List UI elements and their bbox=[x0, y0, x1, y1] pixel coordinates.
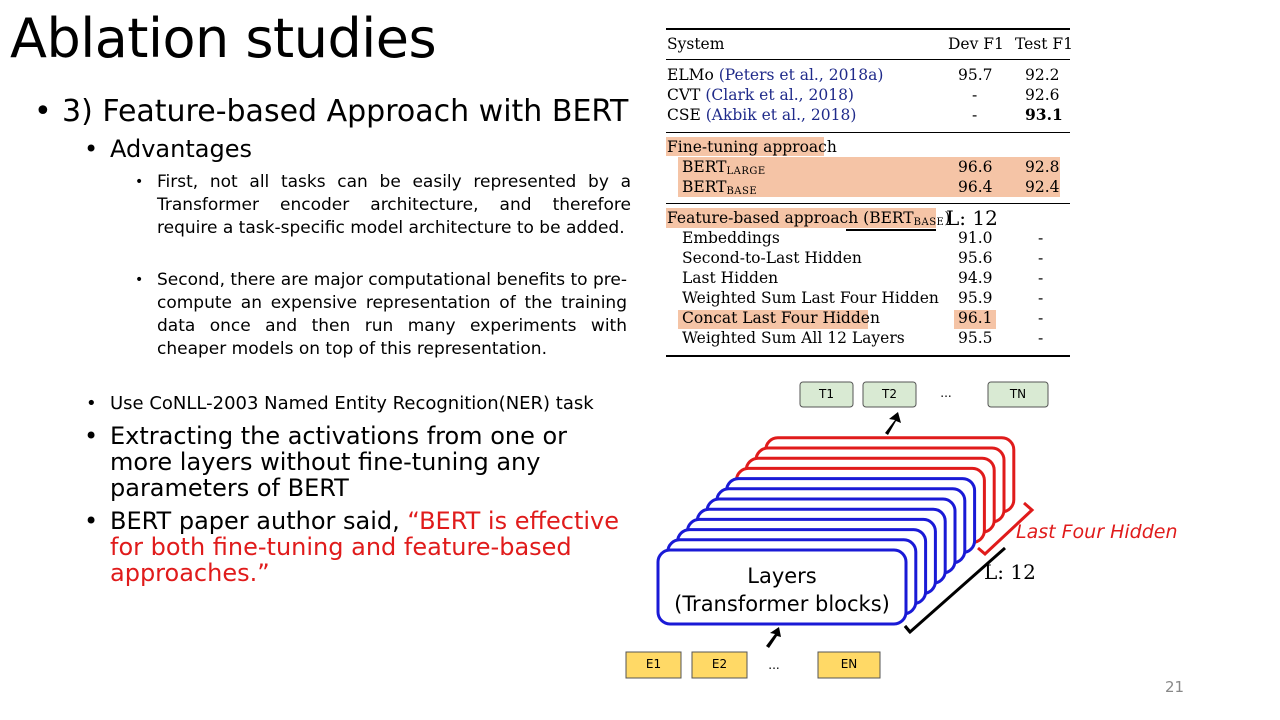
output-token-tn-label: TN bbox=[1009, 387, 1027, 401]
table-cell-test: - bbox=[1038, 329, 1044, 347]
layer-10 bbox=[744, 456, 996, 534]
table-cell-dev: 96.1 bbox=[958, 309, 993, 327]
table-header-rule bbox=[666, 59, 1070, 60]
table-cell-dev: 95.7 bbox=[958, 66, 993, 84]
table-cell-test: - bbox=[1038, 269, 1044, 287]
table-cell-dev: 94.9 bbox=[958, 269, 993, 287]
table-row: Concat Last Four Hidden bbox=[682, 309, 880, 327]
table-cell-dev: - bbox=[972, 86, 978, 104]
layers-label: Layers (Transformer blocks) bbox=[674, 564, 890, 616]
header-test: Test F1 bbox=[1015, 35, 1074, 53]
layer-11 bbox=[754, 446, 1006, 524]
feature-underline bbox=[846, 229, 936, 231]
table-row: Weighted Sum Last Four Hidden bbox=[682, 289, 939, 307]
header-system: System bbox=[667, 35, 725, 53]
input-token-e1-label: E1 bbox=[645, 657, 662, 671]
table-cell-test: 92.8 bbox=[1025, 158, 1060, 176]
layer-8 bbox=[725, 477, 977, 555]
table-cell-dev: 95.9 bbox=[958, 289, 993, 307]
input-arrow bbox=[766, 627, 781, 648]
table-cell-test: - bbox=[1038, 229, 1044, 247]
table-row: Weighted Sum All 12 Layers bbox=[682, 329, 905, 347]
highlight-concat bbox=[678, 310, 868, 329]
last-four-label: Last Four Hidden bbox=[1016, 521, 1178, 543]
bert-large-label: BERTLARGE bbox=[682, 158, 766, 177]
input-token-e2-label: E2 bbox=[711, 657, 728, 671]
highlight-finetune bbox=[666, 137, 824, 156]
bullet-conll: • Use CoNLL-2003 Named Entity Recognition… bbox=[86, 393, 594, 414]
highlight-concat-value bbox=[954, 310, 996, 329]
bullet-author: • BERT paper author said, “BERT is effect… bbox=[84, 507, 620, 587]
table-row: Embeddings bbox=[682, 229, 780, 247]
table-l12-label: L: 12 bbox=[946, 206, 998, 230]
table-row: CVT (Clark et al., 2018) bbox=[667, 86, 854, 104]
output-token-t1-label: T1 bbox=[819, 387, 834, 401]
table-cell-test-best: 93.1 bbox=[1025, 105, 1063, 124]
bullet-advantages: • Advantages bbox=[84, 135, 252, 163]
table-cell-dev: 95.6 bbox=[958, 249, 993, 267]
table-cell-test: - bbox=[1038, 249, 1044, 267]
bullet-adv2: • Second, there are major computational b… bbox=[135, 270, 627, 359]
l12-label: L: 12 bbox=[984, 560, 1036, 584]
input-token-en-label: EN bbox=[840, 657, 858, 671]
table-cell-test: - bbox=[1038, 289, 1044, 307]
layer-7 bbox=[715, 487, 967, 565]
table-row: ELMo (Peters et al., 2018a) bbox=[667, 66, 884, 84]
table-cell-test: - bbox=[1038, 309, 1044, 327]
bert-base-label: BERTBASE bbox=[682, 178, 758, 197]
page-number: 21 bbox=[1165, 678, 1185, 696]
table-top-rule bbox=[666, 28, 1070, 30]
table-cell-dev: 96.6 bbox=[958, 158, 993, 176]
layer-9 bbox=[734, 466, 986, 544]
table-row: Second-to-Last Hidden bbox=[682, 249, 862, 267]
table-cell-dev: 96.4 bbox=[958, 178, 993, 196]
table-cell-test: 92.6 bbox=[1025, 86, 1060, 104]
input-token-ellipsis: ... bbox=[768, 658, 780, 672]
table-row: Last Hidden bbox=[682, 269, 779, 287]
author-quote: “BERT is effective for both fine-tuning … bbox=[110, 507, 620, 587]
layer-12 bbox=[764, 436, 1016, 514]
output-arrow bbox=[885, 412, 901, 435]
output-token-t2-label: T2 bbox=[882, 387, 897, 401]
table-cell-test: 92.2 bbox=[1025, 66, 1060, 84]
table-rule-1 bbox=[666, 132, 1070, 133]
table-rule-2 bbox=[666, 203, 1070, 204]
table-bottom-rule bbox=[666, 355, 1070, 357]
output-token-ellipsis: ... bbox=[940, 386, 952, 400]
table-cell-dev: 95.5 bbox=[958, 329, 993, 347]
feature-label: Feature-based approach (BERTBASE) bbox=[667, 209, 951, 228]
table-row: CSE (Akbik et al., 2018) bbox=[667, 106, 857, 124]
slide-title: Ablation studies bbox=[10, 7, 437, 70]
table-cell-dev: - bbox=[972, 106, 978, 124]
highlight-bert-large bbox=[678, 157, 1060, 177]
bullet-main: • 3) Feature-based Approach with BERT bbox=[34, 94, 629, 129]
highlight-feature bbox=[666, 208, 936, 228]
bullet-adv1: • First, not all tasks can be easily repr… bbox=[135, 172, 631, 238]
highlight-bert-base bbox=[678, 177, 1060, 197]
header-dev: Dev F1 bbox=[948, 35, 1004, 53]
table-cell-dev: 91.0 bbox=[958, 229, 993, 247]
bullet-extract: • Extracting the activations from one or … bbox=[84, 422, 568, 502]
table-cell-test: 92.4 bbox=[1025, 178, 1060, 196]
finetune-label: Fine-tuning approach bbox=[667, 138, 837, 156]
